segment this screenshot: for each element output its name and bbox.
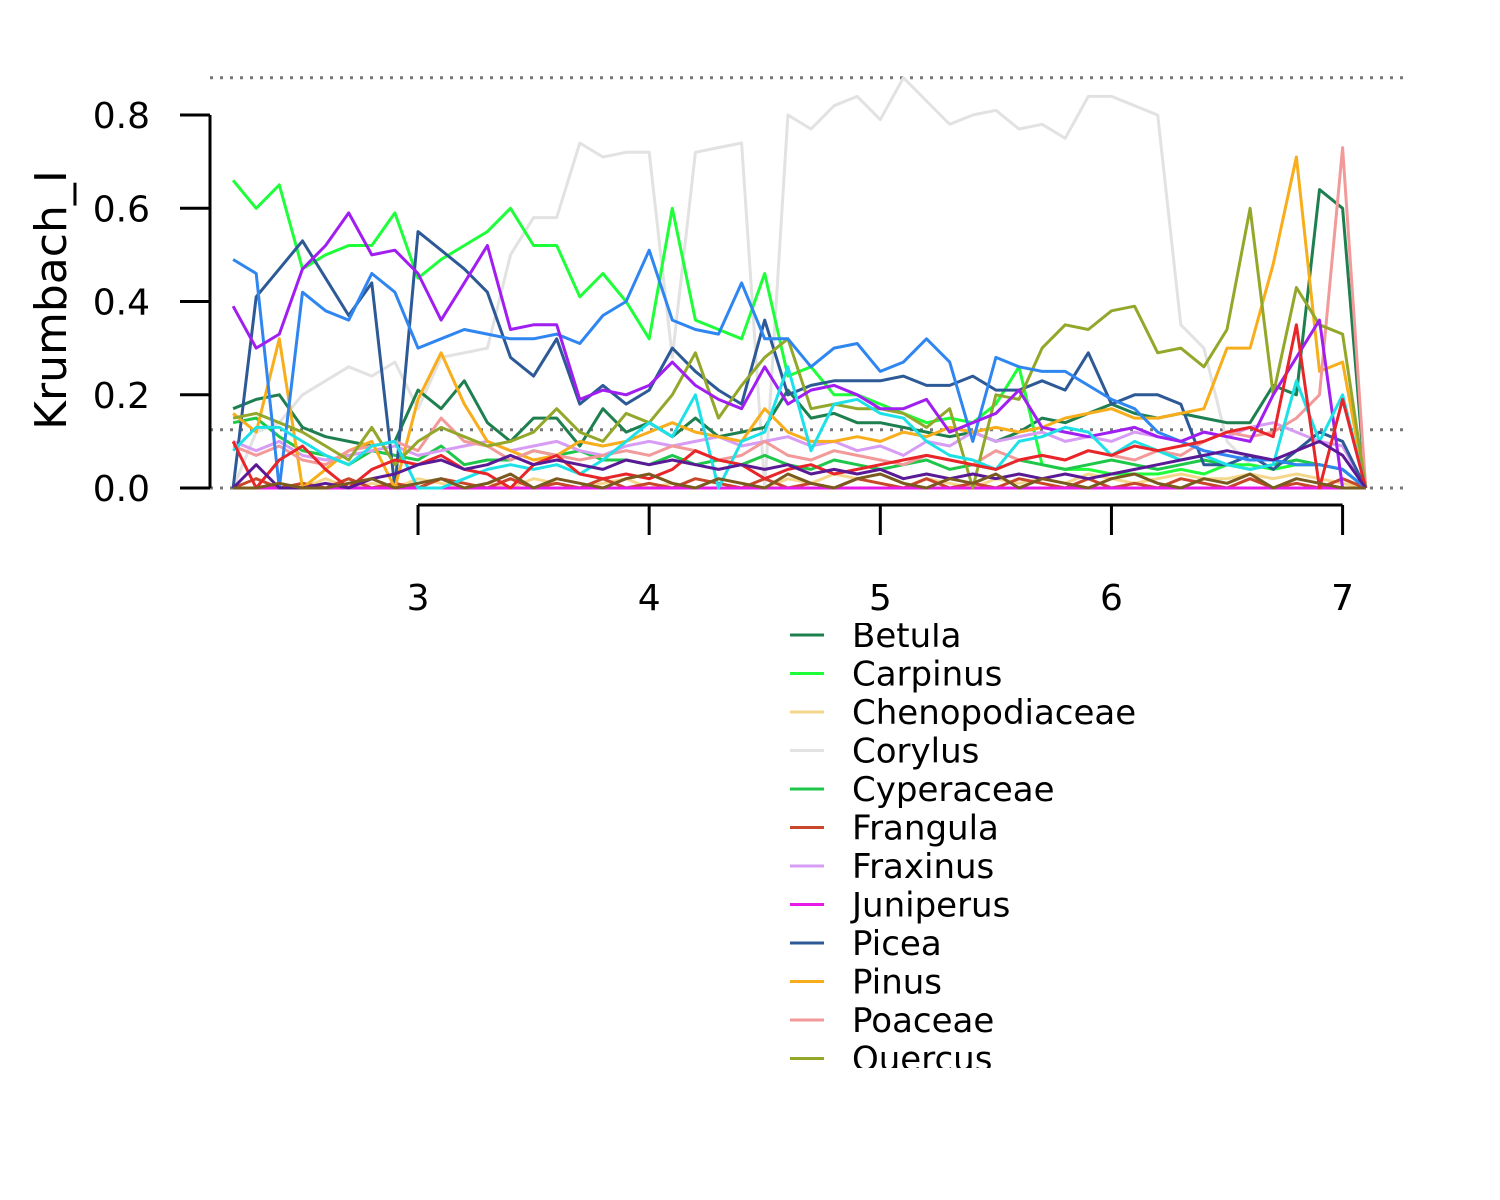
series-line-unlabeled-2: [232, 365, 1368, 490]
series-line-unlabeled-4: [232, 439, 1367, 490]
series-line-corylus: [231, 76, 1367, 490]
legend: BetulaCarpinusChenopodiaceaeCorylusCyper…: [790, 616, 1136, 1080]
series-line-unlabeled-1: [231, 211, 1366, 490]
series-line-frangula: [232, 477, 1367, 490]
legend-label-picea: Picea: [852, 924, 942, 964]
x-axis: 3 4 5 6 7: [407, 503, 1354, 619]
series-line-quercus: [232, 206, 1368, 490]
y-tick-label-2: 0.4: [93, 283, 150, 324]
x-tick-label-1: 4: [638, 578, 661, 619]
legend-label-corylus: Corylus: [852, 732, 979, 772]
series-lines: [231, 76, 1368, 490]
legend-label-frangula: Frangula: [852, 809, 999, 849]
series-line-picea: [231, 230, 1368, 490]
x-tick-label-2: 5: [869, 578, 892, 619]
y-tick-label-4: 0.8: [93, 96, 150, 137]
y-tick-label-0: 0.0: [93, 469, 150, 510]
y-axis: 0.0 0.2 0.4 0.6 0.8: [93, 96, 212, 510]
y-tick-label-3: 0.6: [93, 189, 150, 230]
y-axis-title: Krumbach_I: [26, 170, 77, 430]
legend-label-chenopodiaceae: Chenopodiaceae: [852, 693, 1136, 733]
x-tick-label-0: 3: [407, 578, 430, 619]
legend-label-cyperaceae: Cyperaceae: [852, 770, 1055, 810]
legend-label-fraxinus: Fraxinus: [852, 847, 994, 887]
legend-label-quercus: Quercus: [852, 1040, 992, 1080]
series-line-pinus: [232, 155, 1368, 490]
series-line-unlabeled-5: [233, 472, 1366, 490]
legend-label-betula: Betula: [852, 616, 961, 656]
x-tick-label-4: 7: [1331, 578, 1354, 619]
y-tick-label-1: 0.2: [93, 376, 150, 417]
legend-label-poaceae: Poaceae: [852, 1001, 994, 1041]
legend-label-pinus: Pinus: [852, 963, 942, 1003]
legend-label-carpinus: Carpinus: [852, 655, 1002, 695]
x-tick-label-3: 6: [1100, 578, 1123, 619]
series-line-chenopodiaceae: [233, 472, 1366, 490]
series-line-poaceae: [232, 146, 1368, 489]
legend-label-juniperus: Juniperus: [850, 886, 1010, 926]
